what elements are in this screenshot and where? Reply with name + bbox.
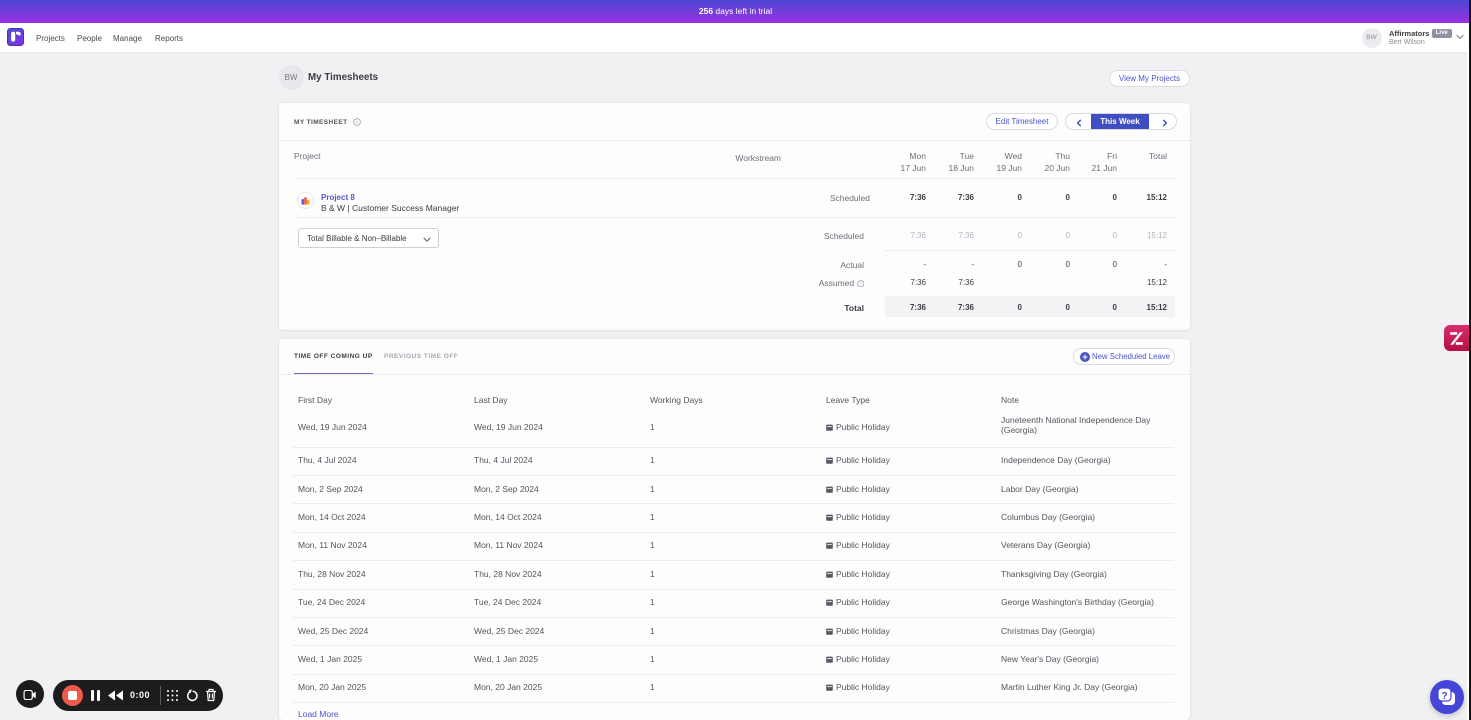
- svg-text:?: ?: [1441, 691, 1447, 702]
- svg-text:?: ?: [859, 281, 862, 286]
- svg-text:?: ?: [356, 120, 359, 126]
